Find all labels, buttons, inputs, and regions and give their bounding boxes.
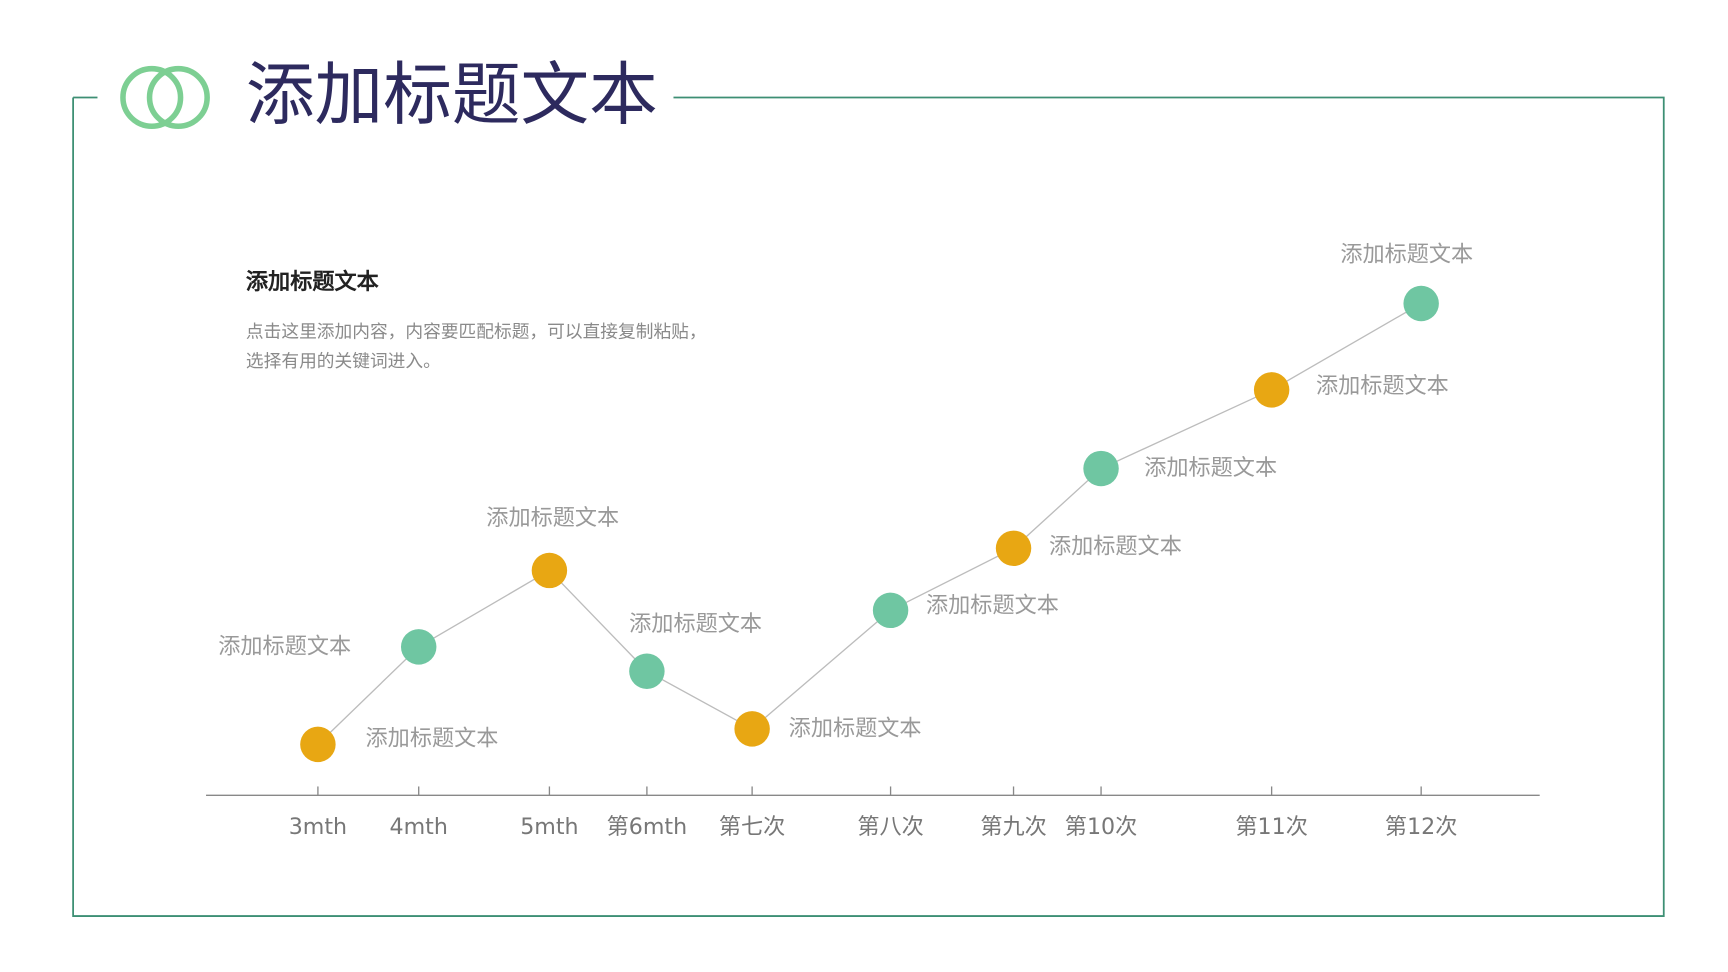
frame — [72, 96, 1665, 917]
x-tick-label: 第九次 — [980, 814, 1046, 840]
ring-icon — [146, 65, 210, 130]
point-label: 添加标题文本 — [629, 611, 762, 637]
point-label: 添加标题文本 — [1316, 373, 1449, 399]
x-tick-label: 3mth — [289, 814, 347, 840]
x-tick-label: 第6mth — [607, 814, 688, 840]
point-label: 添加标题文本 — [218, 633, 351, 659]
point-label: 添加标题文本 — [486, 505, 619, 531]
slide-title: 添加标题文本 — [246, 56, 658, 136]
x-tick-label: 第11次 — [1235, 814, 1307, 840]
x-tick-label: 第七次 — [719, 814, 785, 840]
subtitle: 添加标题文本 — [246, 269, 380, 295]
point-label: 添加标题文本 — [789, 715, 922, 741]
data-point — [995, 530, 1032, 567]
point-label: 添加标题文本 — [366, 725, 499, 751]
data-point — [734, 711, 770, 747]
body-text: 选择有用的关键词进入。 — [246, 351, 441, 372]
ring-icon — [120, 65, 184, 130]
x-tick-label: 4mth — [390, 814, 448, 840]
data-point — [629, 653, 665, 689]
data-point — [1403, 285, 1439, 322]
x-tick-label: 第12次 — [1385, 814, 1457, 840]
data-point — [531, 552, 568, 589]
x-tick-label: 第10次 — [1065, 814, 1137, 840]
data-point — [300, 726, 336, 763]
point-label: 添加标题文本 — [1144, 455, 1277, 481]
plot: 3mth 4mth 5mth 第6mth 第七次 第八次 第九次 第10次 第11次 第12次 添加… — [218, 241, 1473, 840]
data-point — [400, 629, 437, 665]
point-label: 添加标题文本 — [1049, 534, 1182, 560]
body-text: 点击这里添加内容，内容要匹配标题，可以直接复制粘贴， — [246, 321, 707, 342]
data-point — [1253, 372, 1290, 408]
x-tick-label: 第八次 — [857, 814, 923, 840]
point-label: 添加标题文本 — [926, 592, 1059, 618]
point-label: 添加标题文本 — [1340, 241, 1473, 267]
x-tick-label: 5mth — [520, 814, 578, 840]
data-point — [1083, 450, 1119, 487]
data-point — [872, 592, 909, 629]
line — [317, 302, 1422, 745]
